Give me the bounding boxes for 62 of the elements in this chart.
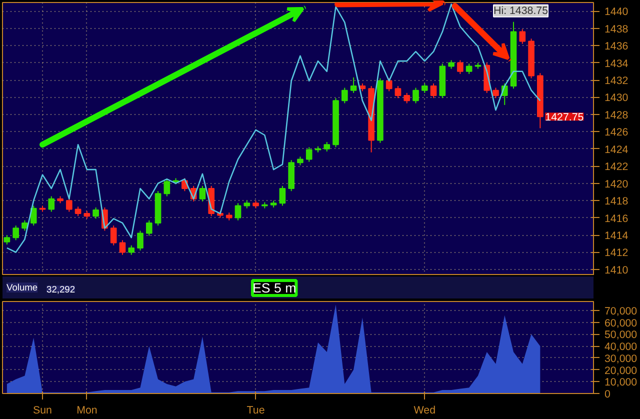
- candlestick: [412, 87, 419, 104]
- candlestick: [12, 225, 19, 241]
- candlestick: [4, 234, 10, 245]
- candlestick: [92, 206, 99, 220]
- candlestick: [519, 28, 526, 44]
- candlestick: [492, 87, 499, 99]
- x-tick-label: Wed: [414, 404, 436, 416]
- candlestick: [279, 185, 286, 206]
- y-tick-label: 1410: [604, 264, 628, 276]
- y-tick-label: 1418: [604, 196, 628, 208]
- x-tick-label: Tue: [246, 404, 265, 416]
- annotation: Hi: 1438.75: [494, 4, 548, 17]
- y-tick-label: 70,000: [604, 306, 638, 318]
- y-tick-label: 0: [604, 388, 610, 400]
- y-tick-label: 1432: [604, 75, 628, 88]
- x-tick-label: Sun: [33, 404, 52, 416]
- candlestick: [119, 240, 126, 256]
- candlestick: [386, 78, 392, 92]
- y-tick-label: 1430: [604, 92, 628, 104]
- candlestick: [146, 220, 152, 236]
- y-tick-label: 10,000: [604, 376, 638, 389]
- candlestick: [404, 92, 410, 104]
- candlestick: [199, 185, 206, 202]
- candlestick: [128, 244, 135, 256]
- y-tick-label: 60,000: [604, 317, 638, 330]
- y-tick-label: 1422: [604, 161, 628, 174]
- candlestick: [394, 86, 402, 99]
- y-tick-label: 1440: [604, 6, 628, 18]
- y-tick-label: 1426: [604, 126, 628, 139]
- x-tick-label: Mon: [76, 404, 98, 416]
- y-tick-label: 1436: [604, 40, 628, 53]
- y-tick-label: 1434: [604, 58, 628, 70]
- y-tick-label: 1412: [604, 247, 628, 260]
- candlestick: [48, 196, 55, 212]
- y-tick-label: 40,000: [604, 341, 638, 354]
- y-tick-label: 1420: [604, 178, 628, 190]
- y-tick-label: 50,000: [604, 329, 638, 342]
- candlestick: [110, 225, 117, 246]
- y-tick-label: 1414: [604, 230, 628, 242]
- candlestick: [164, 178, 170, 197]
- y-tick-label: 20,000: [604, 364, 638, 377]
- candlestick: [74, 206, 82, 217]
- candlestick: [457, 60, 464, 74]
- y-tick-label: 1438: [604, 23, 628, 36]
- candlestick: [66, 197, 72, 212]
- y-tick-label: 30,000: [604, 352, 638, 365]
- candlestick: [341, 87, 348, 104]
- candlestick: [430, 82, 437, 99]
- text: Volume: [6, 282, 38, 292]
- candlestick: [137, 230, 144, 252]
- candlestick: [30, 205, 37, 226]
- y-tick-label: 1416: [604, 212, 628, 225]
- candlestick: [324, 142, 330, 152]
- candlestick: [350, 76, 357, 94]
- candlestick: [421, 82, 428, 94]
- text: 1427.75: [545, 112, 584, 124]
- y-tick-label: 1424: [604, 144, 628, 156]
- candlestick: [234, 202, 242, 221]
- candlestick: [466, 63, 472, 74]
- y-tick-label: 1428: [604, 109, 628, 122]
- text: 32,292: [46, 284, 76, 294]
- candlestick: [306, 146, 312, 162]
